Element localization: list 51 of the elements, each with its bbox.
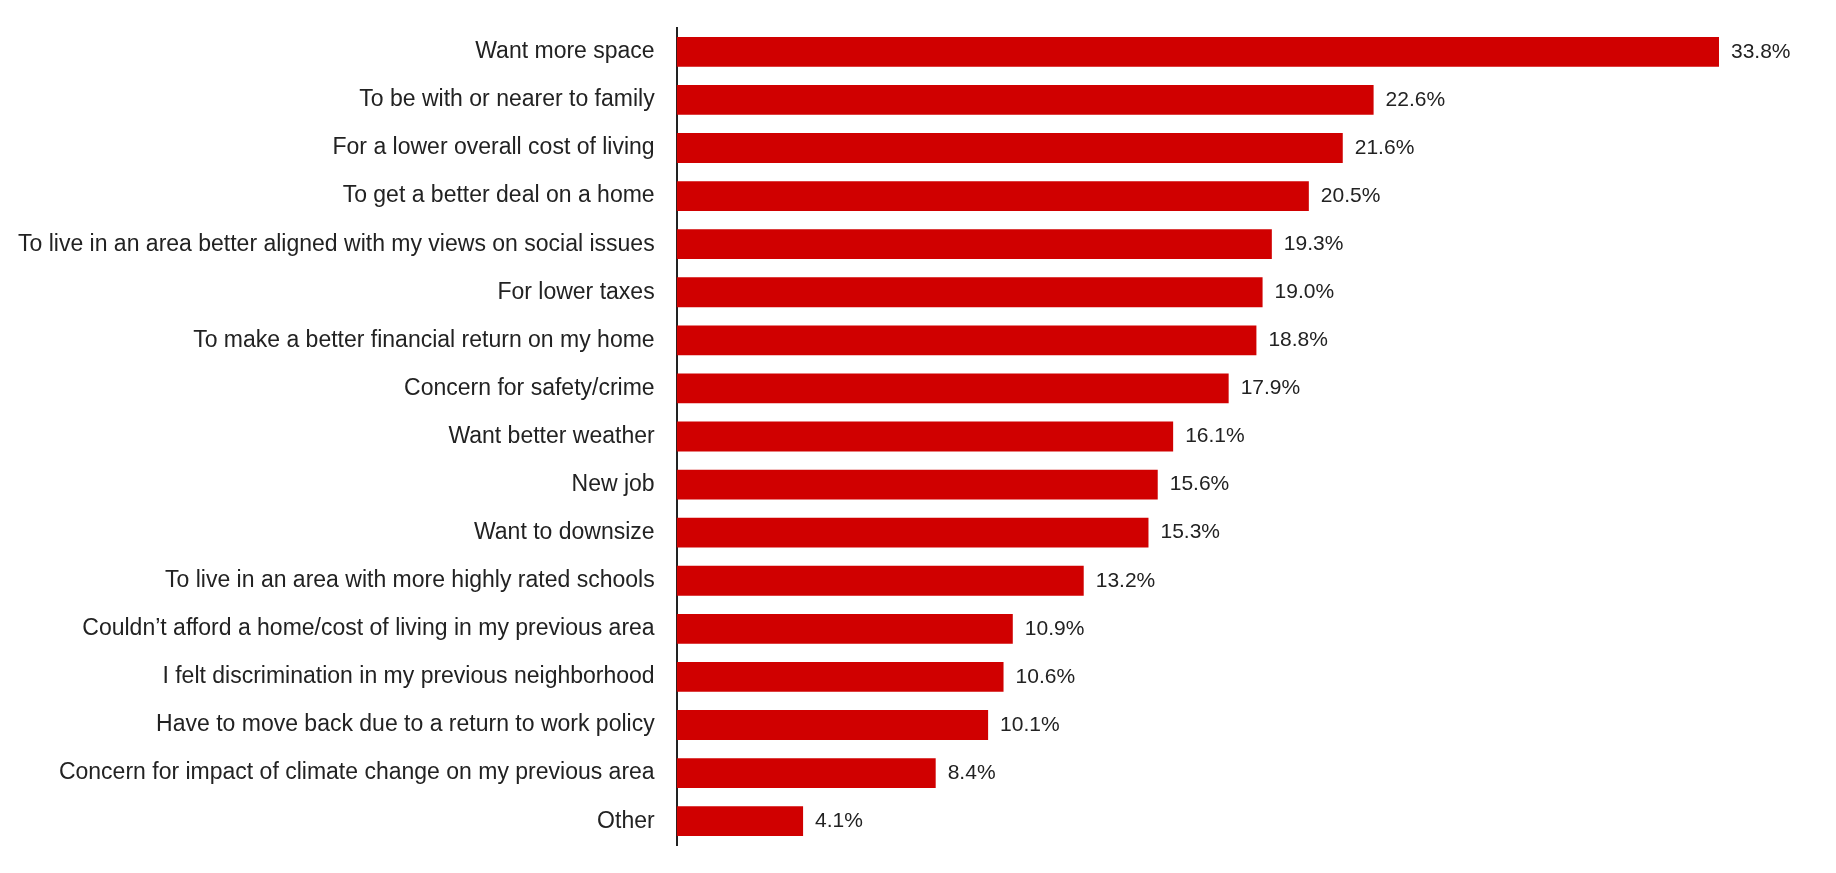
y-tick-label: To get a better deal on a home — [342, 181, 655, 208]
data-label: 13.2% — [1095, 567, 1156, 591]
bar — [676, 662, 1004, 692]
y-tick-label: Have to move back due to a return to work policy — [156, 710, 656, 737]
bar — [676, 710, 989, 740]
bar — [676, 613, 1013, 644]
data-label: 15.3% — [1160, 519, 1221, 543]
data-label: 19.3% — [1283, 230, 1344, 254]
bar — [676, 133, 1343, 163]
y-tick-label: To be with or nearer to family — [359, 85, 656, 112]
bar — [676, 325, 1257, 356]
bar — [676, 469, 1158, 500]
bar — [676, 229, 1272, 260]
data-label: 20.5% — [1320, 182, 1381, 206]
data-label: 21.6% — [1354, 134, 1415, 158]
bar — [676, 181, 1309, 211]
data-label: 18.8% — [1268, 327, 1328, 351]
data-label: 33.8% — [1730, 38, 1791, 62]
bar — [676, 373, 1229, 404]
data-label: 17.9% — [1240, 375, 1301, 399]
y-tick-label: Concern for safety/crime — [404, 373, 655, 400]
y-tick-label: Want better weather — [448, 421, 655, 448]
bar — [676, 421, 1174, 452]
y-tick-label: Want to downsize — [473, 518, 655, 545]
bar — [676, 565, 1084, 596]
y-tick-label: Concern for impact of climate change on my previous area — [58, 758, 655, 785]
data-label: 10.1% — [1000, 711, 1060, 735]
y-tick-label: To live in an area better aligned with my views on social issues — [17, 229, 655, 256]
y-tick-label: Couldn’t afford a home/cost of living in my previous area — [82, 614, 655, 641]
data-label: 10.9% — [1024, 615, 1085, 639]
bar — [676, 85, 1374, 115]
y-tick-label: To live in an area with more highly rated schools — [165, 566, 655, 593]
y-tick-label: Want more space — [475, 37, 655, 64]
bar — [676, 806, 804, 837]
data-label: 15.6% — [1169, 471, 1230, 495]
y-tick-label: New job — [571, 469, 655, 496]
data-label: 16.1% — [1185, 423, 1245, 447]
bar — [676, 36, 1719, 67]
y-tick-label: For a lower overall cost of living — [332, 133, 655, 160]
bar — [676, 517, 1149, 548]
y-tick-label: I felt discrimination in my previous neighborhood — [162, 662, 655, 689]
bar — [676, 758, 936, 788]
data-label: 8.4% — [947, 759, 996, 783]
y-tick-label: Other — [597, 806, 655, 833]
y-tick-label: For lower taxes — [497, 277, 655, 304]
y-tick-label: To make a better financial return on my home — [193, 325, 655, 352]
data-label: 10.6% — [1015, 663, 1076, 687]
data-label: 4.1% — [815, 807, 863, 831]
data-label: 22.6% — [1385, 86, 1446, 110]
bar — [676, 277, 1263, 308]
data-label: 19.0% — [1274, 279, 1335, 303]
